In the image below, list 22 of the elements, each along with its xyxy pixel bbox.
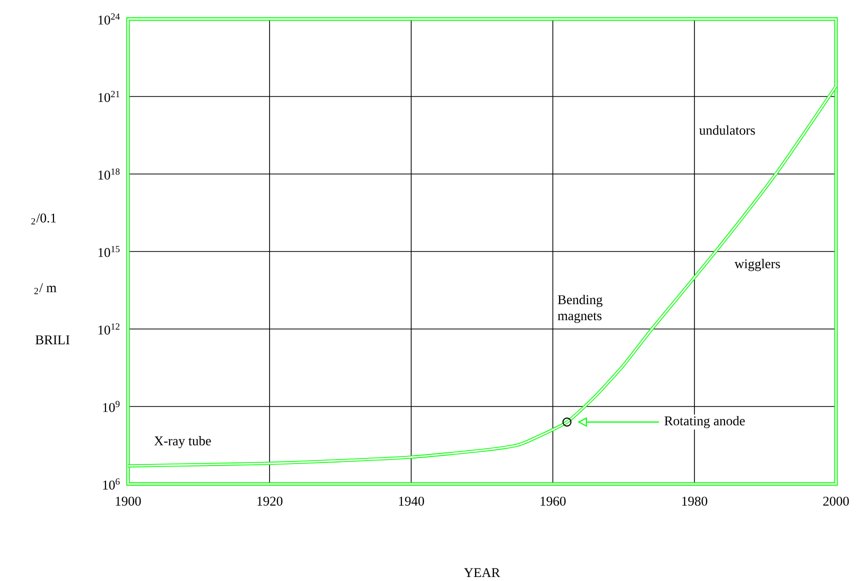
x-tick-label: 1900: [116, 496, 141, 506]
y-tick-label: 10$^{6}$: [103, 478, 120, 490]
annotation: Bending magnets: [558, 294, 602, 323]
y-tick-label: 10$^{9}$: [103, 400, 120, 412]
x-tick-label: 2000: [823, 496, 849, 506]
annotation: X-ray tube: [154, 436, 211, 448]
annotation: undulators: [699, 125, 755, 135]
x-tick-label: 1940: [399, 496, 424, 506]
y-axis-title: BRILI: [36, 335, 70, 344]
y-tick-label: 10$^{18}$: [98, 168, 120, 180]
text: $_{2}$/0.1: [31, 213, 56, 224]
x-tick-label: 1980: [682, 496, 708, 506]
annotation: Rotating anode: [664, 416, 745, 428]
y-tick-label: 10$^{21}$: [98, 90, 120, 102]
y-tick-label: 10$^{24}$: [98, 13, 120, 24]
x-tick-label: 1920: [257, 496, 282, 506]
annotation: wigglers: [734, 258, 780, 271]
x-axis-title: YEAR: [464, 568, 500, 577]
y-tick-label: 10$^{12}$: [98, 323, 120, 334]
text: $_{2}$/ m: [34, 283, 56, 294]
y-tick-label: 10$^{15}$: [98, 246, 120, 257]
x-tick-label: 1960: [540, 496, 566, 506]
